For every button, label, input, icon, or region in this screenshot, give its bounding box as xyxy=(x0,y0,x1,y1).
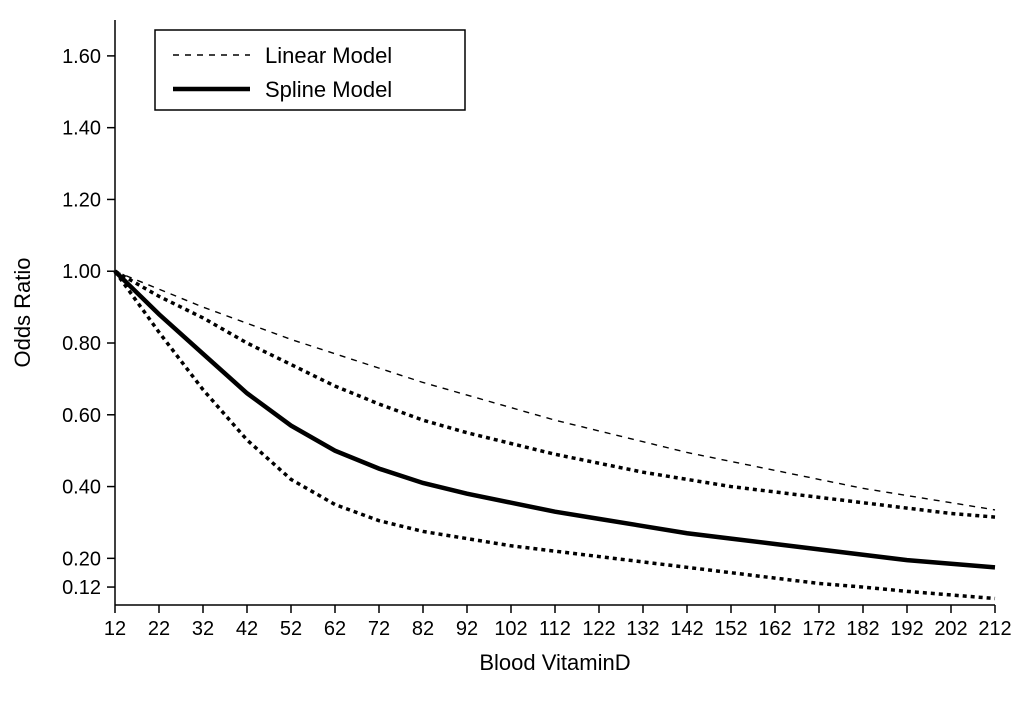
y-tick-label: 0.12 xyxy=(62,577,101,599)
x-tick-label: 162 xyxy=(758,618,791,640)
x-tick-label: 142 xyxy=(670,618,703,640)
x-tick-label: 32 xyxy=(192,618,214,640)
x-tick-label: 112 xyxy=(539,618,571,640)
odds-ratio-chart: 0.120.200.400.600.801.001.201.401.601222… xyxy=(0,0,1020,705)
y-tick-label: 0.40 xyxy=(62,477,101,499)
x-tick-label: 82 xyxy=(412,618,434,640)
x-tick-label: 122 xyxy=(582,618,615,640)
y-axis-label: Odds Ratio xyxy=(10,257,35,367)
x-tick-label: 42 xyxy=(236,618,258,640)
y-tick-label: 1.60 xyxy=(62,46,101,68)
x-tick-label: 52 xyxy=(280,618,302,640)
x-tick-label: 92 xyxy=(456,618,478,640)
y-tick-label: 1.40 xyxy=(62,118,101,140)
y-tick-label: 0.80 xyxy=(62,333,101,355)
x-tick-label: 152 xyxy=(714,618,747,640)
x-tick-label: 172 xyxy=(802,618,835,640)
x-tick-label: 182 xyxy=(846,618,879,640)
x-tick-label: 62 xyxy=(324,618,346,640)
legend-label-1: Spline Model xyxy=(265,77,392,102)
y-tick-label: 0.60 xyxy=(62,405,101,427)
x-tick-label: 72 xyxy=(368,618,390,640)
x-tick-label: 102 xyxy=(494,618,527,640)
x-tick-label: 212 xyxy=(978,618,1011,640)
x-axis-label: Blood VitaminD xyxy=(479,650,630,675)
x-tick-label: 132 xyxy=(626,618,659,640)
x-tick-label: 12 xyxy=(104,618,126,640)
y-tick-label: 0.20 xyxy=(62,548,101,570)
chart-container: 0.120.200.400.600.801.001.201.401.601222… xyxy=(0,0,1020,705)
x-tick-label: 22 xyxy=(148,618,170,640)
x-tick-label: 202 xyxy=(934,618,967,640)
y-tick-label: 1.00 xyxy=(62,261,101,283)
legend-label-0: Linear Model xyxy=(265,43,392,68)
x-tick-label: 192 xyxy=(890,618,923,640)
y-tick-label: 1.20 xyxy=(62,189,101,211)
